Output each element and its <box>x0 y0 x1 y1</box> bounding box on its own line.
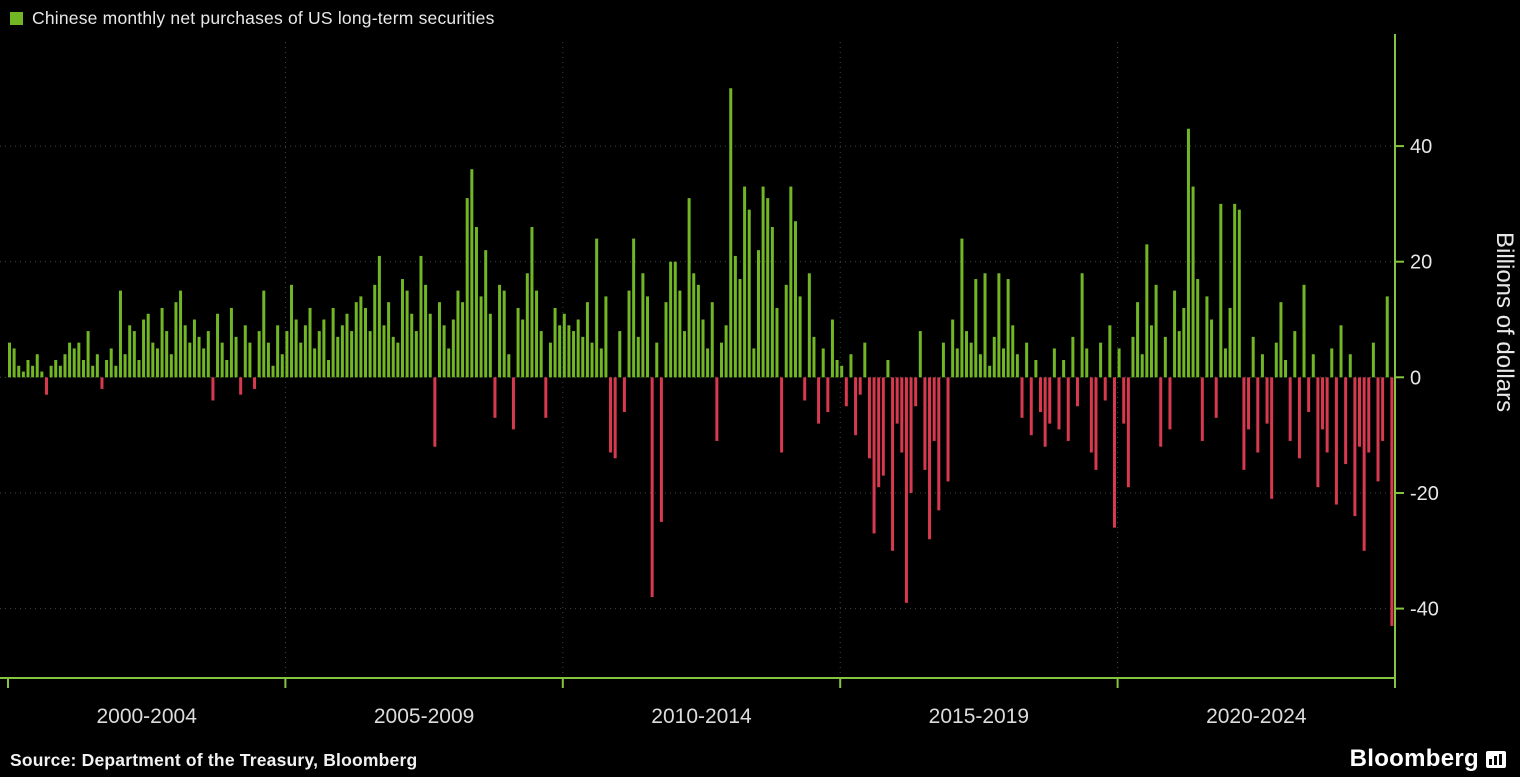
svg-text:2005-2009: 2005-2009 <box>374 705 474 728</box>
svg-text:2000-2004: 2000-2004 <box>96 705 197 728</box>
svg-text:2020-2024: 2020-2024 <box>1206 705 1307 728</box>
svg-text:-20: -20 <box>1410 483 1439 505</box>
source-note: Source: Department of the Treasury, Bloo… <box>10 750 418 770</box>
svg-text:0: 0 <box>1410 367 1421 389</box>
bloomberg-terminal-icon <box>1486 750 1506 768</box>
bars <box>8 88 1394 626</box>
svg-text:20: 20 <box>1410 252 1432 274</box>
svg-text:40: 40 <box>1410 136 1432 158</box>
svg-text:2010-2014: 2010-2014 <box>651 705 752 728</box>
svg-text:2015-2019: 2015-2019 <box>929 705 1029 728</box>
bloomberg-wordmark: Bloomberg <box>1349 745 1479 772</box>
y-axis-title: Billions of dollars <box>1491 232 1518 413</box>
legend-swatch-icon <box>10 12 23 25</box>
svg-text:-40: -40 <box>1410 599 1439 621</box>
bloomberg-logo: Bloomberg <box>1350 745 1506 773</box>
legend-label: Chinese monthly net purchases of US long… <box>32 8 495 28</box>
chart-legend: Chinese monthly net purchases of US long… <box>10 8 495 29</box>
